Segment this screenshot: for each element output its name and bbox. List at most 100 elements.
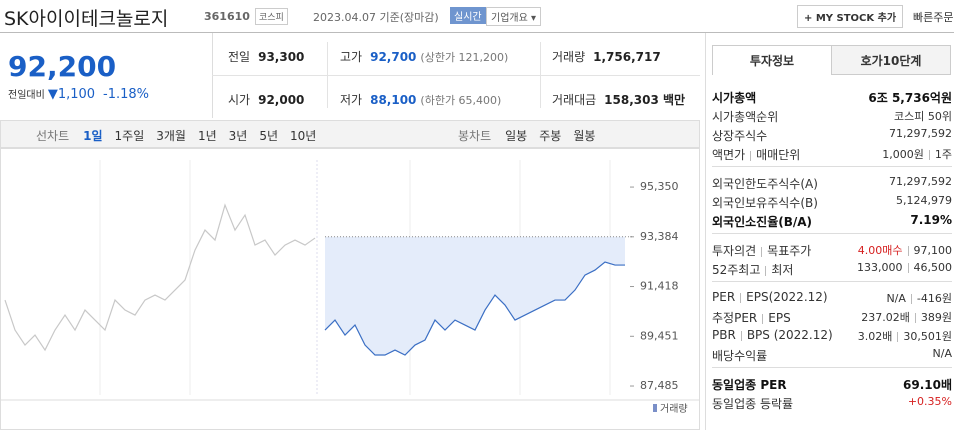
info-label-group: 시가총액 xyxy=(712,89,756,106)
info-row: PBR BPS (2022.12) 3.02배 30,501원 xyxy=(712,326,952,345)
section-divider xyxy=(712,281,952,282)
info-label-group: 외국인한도주식수(A) xyxy=(712,175,818,192)
period-tab[interactable]: 1주일 xyxy=(114,129,145,143)
summary-label: 거래량 xyxy=(552,50,586,64)
info-value: 71,297,592 xyxy=(889,127,952,140)
change-line: 전일대비 ▼1,100 -1.18% xyxy=(8,86,149,102)
info-label: 동일업종 PER xyxy=(712,378,787,392)
info-value: 코스피 50위 xyxy=(894,110,952,123)
info-value: 237.02배 xyxy=(861,311,910,324)
info-value-group: 69.10배 xyxy=(903,376,952,393)
candle-tab[interactable]: 주봉 xyxy=(539,129,562,143)
info-value: 389원 xyxy=(920,311,952,324)
info-row: 상장주식수 71,297,592 xyxy=(712,125,952,144)
summary-note: (하한가 65,400) xyxy=(420,94,502,107)
info-label-group: PER EPS(2022.12) xyxy=(712,290,828,304)
info-value: 4.00매수 xyxy=(857,244,903,257)
info-label: 외국인한도주식수(A) xyxy=(712,177,818,191)
candle-tab[interactable]: 월봉 xyxy=(573,129,596,143)
info-label-group: 상장주식수 xyxy=(712,127,767,144)
section-divider xyxy=(712,166,952,167)
panel-frame xyxy=(705,33,706,430)
change-label: 전일대비 xyxy=(8,90,45,101)
summary-label: 고가 xyxy=(340,50,363,64)
change-rate: -1.18% xyxy=(103,87,150,102)
info-label-group: 동일업종 PER xyxy=(712,376,787,393)
info-label: 외국인보유주식수(B) xyxy=(712,196,818,210)
separator xyxy=(928,150,930,160)
info-value-group: 237.02배 389원 xyxy=(861,309,952,325)
quick-order[interactable]: 빠른주문 xyxy=(913,11,954,24)
separator xyxy=(910,294,912,304)
info-label: 52주최고 xyxy=(712,263,761,277)
info-value-group: 133,000 46,500 xyxy=(857,261,952,274)
info-value: 133,000 xyxy=(857,261,903,274)
info-value: 1주 xyxy=(934,148,952,161)
y-tick-label: 95,350 xyxy=(640,180,679,193)
info-row: PER EPS(2022.12) N/A -416원 xyxy=(712,288,952,307)
summary-value: 88,100 xyxy=(370,93,417,107)
current-price: 92,200 xyxy=(8,50,117,83)
info-value-group: 71,297,592 xyxy=(889,127,952,140)
info-label: 추정PER xyxy=(712,311,758,325)
separator xyxy=(765,265,767,276)
y-tick-label: 93,384 xyxy=(640,230,679,243)
realtime[interactable]: 실시간 xyxy=(450,7,486,24)
market-badge: 코스피 xyxy=(255,8,288,25)
down-arrow: ▼ xyxy=(47,87,58,102)
separator xyxy=(740,292,742,303)
info-value-group: 1,000원 1주 xyxy=(882,146,952,162)
info-label: 최저 xyxy=(771,263,794,277)
summary-label: 시가 xyxy=(228,93,251,107)
divider xyxy=(540,42,541,108)
info-value: 30,501원 xyxy=(903,330,952,343)
separator xyxy=(762,313,764,324)
info-tab[interactable]: 호가10단계 xyxy=(831,45,951,75)
info-row: 투자의견 목표주가 4.00매수 97,100 xyxy=(712,240,952,259)
info-value: N/A xyxy=(886,292,906,305)
company-overview[interactable]: 기업개요 ▾ xyxy=(486,7,542,26)
summary-cell: 시가 92,000 xyxy=(228,91,304,108)
info-value-group: 6조 5,736억원 xyxy=(868,89,952,106)
info-label-group: PBR BPS (2022.12) xyxy=(712,328,833,342)
tab-label: 봉차트 xyxy=(458,129,492,143)
period-tab[interactable]: 1일 xyxy=(83,129,103,143)
summary-label: 전일 xyxy=(228,50,251,64)
info-row: 배당수익률 N/A xyxy=(712,345,952,364)
info-row: 시가총액 6조 5,736억원 xyxy=(712,87,952,106)
tab-label: 선차트 xyxy=(36,129,70,143)
info-label: 시가총액 xyxy=(712,91,757,105)
summary-note: (상한가 121,200) xyxy=(420,51,509,64)
change-amount: 1,100 xyxy=(57,87,96,102)
info-value-group: 코스피 50위 xyxy=(894,108,952,124)
section-divider xyxy=(712,233,952,234)
info-label: 매매단위 xyxy=(756,148,801,162)
summary-cell: 고가 92,700 (상한가 121,200) xyxy=(340,48,508,65)
info-label-group: 외국인보유주식수(B) xyxy=(712,194,818,211)
info-value: 7.19% xyxy=(910,213,952,227)
mystock-button[interactable]: + MY STOCK 추가 xyxy=(797,5,904,28)
period-tab[interactable]: 5년 xyxy=(259,129,279,143)
info-row: 외국인한도주식수(A) 71,297,592 xyxy=(712,173,952,192)
info-value: -416원 xyxy=(916,292,952,305)
summary-cell: 거래대금 158,303 백만 xyxy=(552,91,685,108)
divider xyxy=(327,42,328,108)
info-value: 6조 5,736억원 xyxy=(868,91,952,105)
volume-label: 거래량 xyxy=(660,403,688,415)
period-tab[interactable]: 3개월 xyxy=(156,129,186,143)
summary-value: 1,756,717 xyxy=(593,50,661,64)
info-value-group: 4.00매수 97,100 xyxy=(858,242,952,258)
candle-tab[interactable]: 일봉 xyxy=(505,129,528,143)
section-divider xyxy=(712,367,952,368)
stock-code: 361610 xyxy=(204,10,250,23)
separator xyxy=(897,332,899,342)
info-tabs: 투자정보 호가10단계 xyxy=(712,45,952,75)
info-row: 추정PER EPS 237.02배 389원 xyxy=(712,307,952,326)
separator xyxy=(750,150,752,161)
period-tab[interactable]: 3년 xyxy=(228,129,248,143)
info-label: 동일업종 등락률 xyxy=(712,397,794,411)
info-tab[interactable]: 투자정보 xyxy=(712,45,832,75)
period-tab[interactable]: 10년 xyxy=(290,129,317,143)
period-tab[interactable]: 1년 xyxy=(197,129,217,143)
price-line xyxy=(324,261,625,356)
